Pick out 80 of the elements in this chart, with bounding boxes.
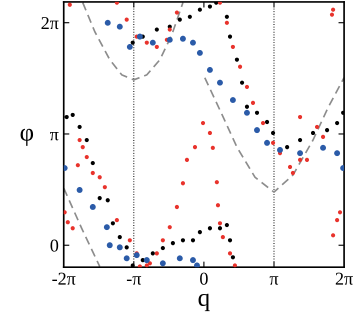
point [198,230,202,234]
point [190,238,196,242]
point [104,20,111,26]
point [218,226,222,230]
point [277,147,283,153]
point [180,238,186,242]
point [230,97,236,103]
point [116,244,123,250]
point [198,8,202,12]
y-tick-label: π [50,132,59,140]
x-tick-label: -2π [52,272,76,285]
x-tick-label: 0 [200,272,208,285]
point [180,36,186,42]
point [335,120,340,126]
point [160,246,165,250]
point [64,114,69,120]
point [90,204,96,210]
point [194,262,200,268]
point [196,50,203,56]
point [188,14,192,19]
point [70,112,75,117]
point [78,124,82,130]
point [240,80,244,85]
point [170,241,175,246]
point [124,245,129,250]
point [264,140,270,146]
point [230,255,235,260]
point [150,251,155,256]
point [154,27,159,32]
point [126,44,133,50]
y-tick-label: 2π [42,17,59,30]
point [130,40,135,45]
point [320,144,326,151]
point [217,80,223,86]
y-axis-title: φ [20,128,34,146]
x-tick-label: -π [126,276,142,285]
point [208,226,212,230]
point [298,138,302,142]
x-tick-label: 2π [336,272,353,285]
point [76,187,83,193]
point [150,40,156,46]
point [98,196,102,200]
point [270,130,276,136]
point [106,242,113,248]
point [206,66,213,73]
point [190,40,196,46]
point [144,257,150,264]
point [176,255,183,262]
point [178,18,182,22]
point [104,224,110,230]
point [228,238,232,242]
point [324,128,330,132]
point [84,138,89,142]
y-tick-label: 0 [50,240,58,252]
point [254,110,260,115]
point [264,120,270,124]
x-axis-title: q [198,294,210,312]
point [334,150,340,156]
point [166,36,173,43]
point [190,257,196,264]
point [134,252,140,258]
point [285,145,290,150]
x-tick-label: π [270,276,278,285]
point [254,127,260,134]
point [244,104,250,109]
point [118,235,122,240]
point [310,130,316,136]
point [110,221,115,226]
point [160,260,166,266]
point [297,150,304,156]
point [224,222,229,228]
point [116,24,123,30]
point [208,4,212,9]
point [244,110,250,116]
point [124,255,130,262]
point [234,58,240,62]
point [228,34,232,39]
point [90,160,95,166]
point [224,14,229,19]
point [136,34,143,40]
